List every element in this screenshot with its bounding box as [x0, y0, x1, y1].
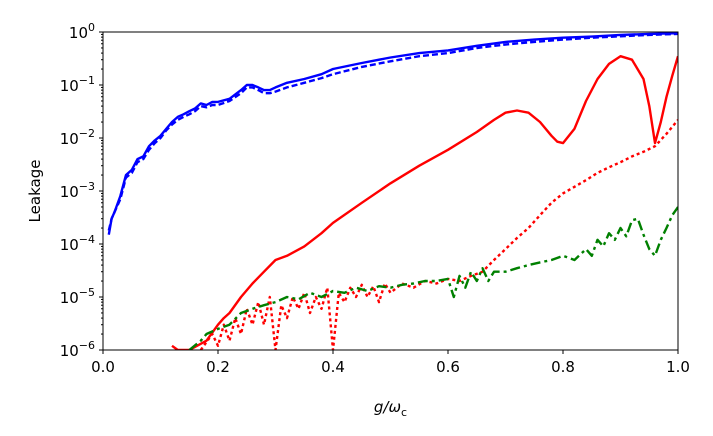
x-axis-ticks: 0.0 0.2 0.4 0.6 0.8 1.0	[91, 350, 690, 376]
y-tick-label: 10−1	[60, 74, 95, 95]
x-tick-label: 0.6	[436, 358, 460, 376]
axes-frame	[102, 31, 679, 351]
y-tick-label: 10−5	[60, 286, 95, 307]
y-tick-label: 100	[69, 21, 95, 42]
x-tick-label: 1.0	[666, 358, 690, 376]
x-axis-label: g/ωc	[374, 398, 407, 419]
series-line-2	[107, 32, 678, 231]
series-line-1	[107, 32, 678, 235]
y-axis-ticks: 100 10−1 10−2 10−3 10−4 10−5 10−6	[60, 21, 103, 360]
series-line-5	[188, 206, 678, 350]
x-axis-label-sub: c	[401, 406, 407, 419]
x-axis-label-main: g/ω	[374, 398, 401, 416]
y-axis-label: Leakage	[26, 160, 44, 223]
y-tick-label: 10−6	[60, 339, 95, 360]
series-line-4	[199, 119, 678, 350]
y-tick-label: 10−4	[60, 233, 95, 254]
x-tick-label: 0.4	[321, 358, 345, 376]
series-line-3	[171, 55, 678, 350]
y-tick-label: 10−3	[60, 180, 95, 201]
y-tick-label: 10−2	[60, 127, 95, 148]
series-layer	[107, 32, 678, 350]
x-tick-label: 0.2	[206, 358, 230, 376]
x-tick-label: 0.0	[91, 358, 115, 376]
x-tick-label: 0.8	[551, 358, 575, 376]
